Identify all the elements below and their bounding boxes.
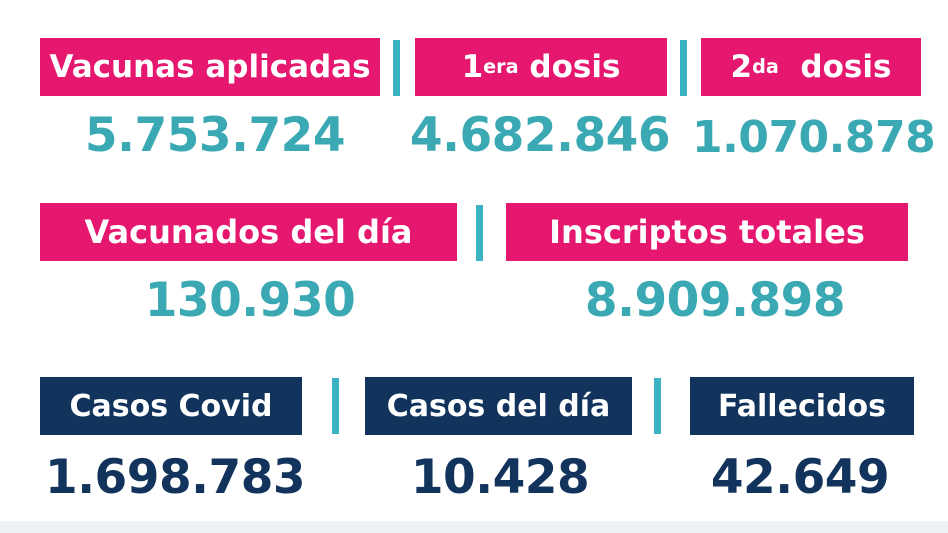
- segunda-dosis-rest: dosis: [778, 49, 892, 85]
- segunda-dosis-num: 2: [730, 49, 753, 85]
- inscriptos-totales-text: Inscriptos totales: [549, 213, 865, 251]
- segunda-dosis-value: 1.070.878: [692, 112, 936, 163]
- vacunados-del-dia-text: Vacunados del día: [84, 213, 413, 251]
- inscriptos-totales-label: Inscriptos totales: [506, 203, 908, 261]
- fallecidos-text: Fallecidos: [718, 388, 886, 424]
- vacunas-aplicadas-text: Vacunas aplicadas: [49, 49, 371, 85]
- divider: [680, 40, 687, 96]
- primera-dosis-value: 4.682.846: [409, 108, 671, 163]
- casos-del-dia-text: Casos del día: [386, 388, 611, 424]
- vacunas-aplicadas-value: 5.753.724: [84, 108, 346, 163]
- vacunados-del-dia-value: 130.930: [144, 273, 356, 328]
- divider: [393, 40, 400, 96]
- casos-del-dia-label: Casos del día: [365, 377, 632, 435]
- vacunas-aplicadas-label: Vacunas aplicadas: [40, 38, 380, 96]
- divider: [476, 205, 483, 261]
- bottom-band: [0, 521, 948, 533]
- primera-dosis-label: 1 era dosis: [415, 38, 667, 96]
- fallecidos-label: Fallecidos: [690, 377, 914, 435]
- primera-dosis-num: 1: [461, 49, 484, 85]
- casos-del-dia-value: 10.428: [410, 450, 590, 505]
- vacunados-del-dia-label: Vacunados del día: [40, 203, 457, 261]
- casos-covid-text: Casos Covid: [69, 388, 273, 424]
- primera-dosis-rest: dosis: [518, 49, 621, 85]
- divider: [332, 378, 339, 434]
- casos-covid-label: Casos Covid: [40, 377, 302, 435]
- fallecidos-value: 42.649: [710, 450, 890, 505]
- divider: [654, 378, 661, 434]
- inscriptos-totales-value: 8.909.898: [584, 273, 846, 328]
- casos-covid-value: 1.698.783: [45, 450, 306, 505]
- segunda-dosis-label: 2 da dosis: [701, 38, 921, 96]
